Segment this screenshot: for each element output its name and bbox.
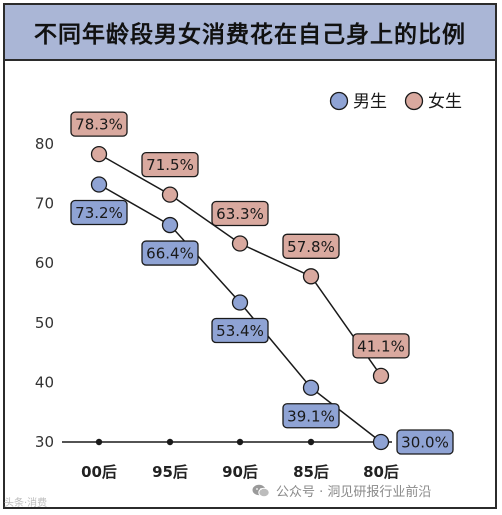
chart-title: 不同年龄段男女消费花在自己身上的比例 <box>34 22 466 48</box>
y-tick-label: 80 <box>35 135 54 153</box>
female-point <box>372 367 390 384</box>
x-tick-label: 80后 <box>363 463 399 481</box>
female-data-label: 41.1% <box>352 333 410 359</box>
male-data-label: 30.0% <box>396 429 454 455</box>
female-data-label-text: 57.8% <box>287 238 335 256</box>
female-data-label-box <box>141 152 199 178</box>
x-axis-dot <box>307 438 315 446</box>
legend-male-marker <box>329 91 349 111</box>
male-point <box>231 294 249 311</box>
male-data-label: 53.4% <box>211 317 269 344</box>
male-point <box>90 176 108 193</box>
female-data-label-text: 41.1% <box>357 337 405 355</box>
male-data-label-text: 66.4% <box>146 245 194 263</box>
title-bar: 不同年龄段男女消费花在自己身上的比例 <box>5 5 495 61</box>
x-tick-label: 00后 <box>81 463 117 481</box>
y-tick-label: 60 <box>35 254 54 272</box>
male-data-label: 73.2% <box>70 199 128 226</box>
chart-frame: 不同年龄段男女消费花在自己身上的比例 <box>3 3 497 509</box>
watermark-text: 头条·消费 <box>4 498 48 509</box>
female-data-label: 78.3% <box>70 111 128 137</box>
female-data-label: 63.3% <box>211 200 269 227</box>
legend-female-label: 女生 <box>428 92 462 112</box>
female-data-label: 57.8% <box>282 233 340 259</box>
y-tick-label: 70 <box>35 195 54 213</box>
source-text: 公众号 · 洞见研报行业前沿 <box>276 485 432 500</box>
legend-female-marker <box>404 91 424 111</box>
x-axis-dot <box>95 438 103 446</box>
female-point <box>90 145 108 163</box>
source-credit: 公众号 · 洞见研报行业前沿 <box>252 481 431 500</box>
male-data-label-text: 30.0% <box>401 434 449 452</box>
male-point <box>302 379 320 396</box>
female-data-label-text: 71.5% <box>146 156 194 174</box>
legend-male-label: 男生 <box>353 92 387 112</box>
male-data-label: 66.4% <box>141 240 199 266</box>
female-data-label: 71.5% <box>141 152 199 178</box>
x-tick-label: 90后 <box>222 463 258 481</box>
female-data-label-box <box>211 200 269 227</box>
wechat-icon <box>252 484 270 497</box>
male-point <box>372 433 390 451</box>
x-axis-dot <box>236 438 244 446</box>
female-data-label-text: 63.3% <box>216 205 264 223</box>
male-data-label-box <box>70 199 128 226</box>
female-data-label-box <box>70 111 128 137</box>
x-axis-dot <box>166 438 174 446</box>
y-tick-label: 40 <box>35 373 54 391</box>
male-data-label-box <box>211 317 269 344</box>
female-data-label-text: 78.3% <box>75 116 123 134</box>
x-tick-label: 95后 <box>152 463 188 481</box>
female-data-label-box <box>352 333 410 359</box>
male-data-label-text: 39.1% <box>287 407 335 425</box>
y-tick-label: 50 <box>35 314 54 332</box>
male-point <box>161 216 179 234</box>
male-data-label-box <box>282 403 340 429</box>
male-data-label-box <box>141 240 199 266</box>
male-data-label: 39.1% <box>282 403 340 429</box>
male-data-label-text: 73.2% <box>75 204 123 222</box>
male-data-label-text: 53.4% <box>216 322 264 340</box>
male-data-label-box <box>396 429 454 455</box>
female-point <box>161 186 179 203</box>
female-point <box>231 235 249 252</box>
x-tick-label: 85后 <box>293 463 329 481</box>
female-data-label-box <box>282 233 340 259</box>
y-tick-label: 30 <box>35 433 54 451</box>
female-point <box>302 268 320 285</box>
